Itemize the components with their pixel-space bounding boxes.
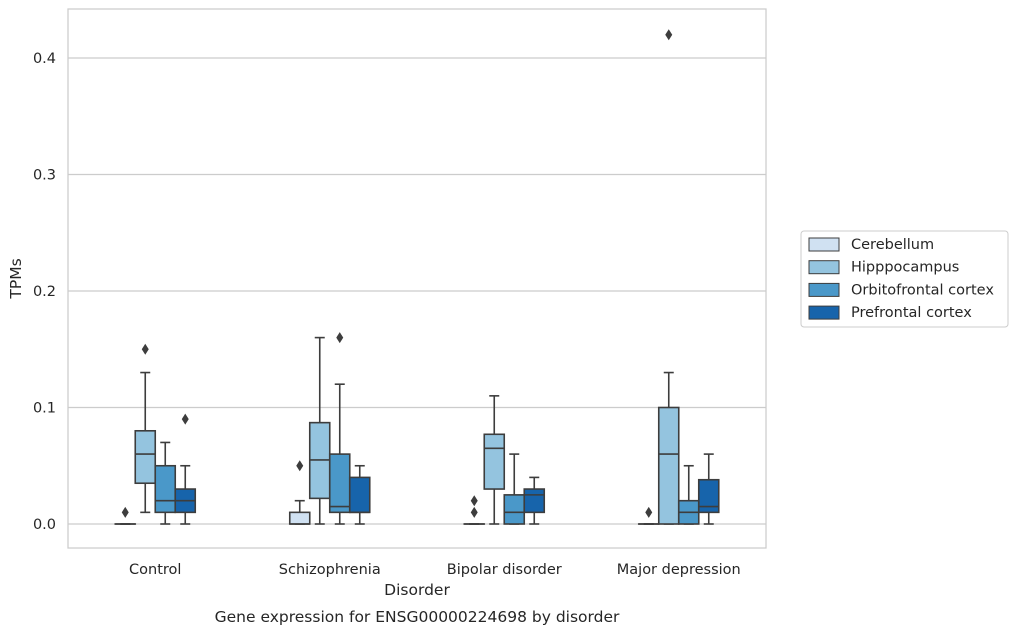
box-plot-series	[114, 29, 720, 525]
outlier-point	[121, 506, 129, 518]
legend: Cerebellum Hipppocampus Orbitofrontal cort…	[800, 230, 1009, 328]
legend-entry-label: Orbitofrontal cortex	[851, 282, 994, 298]
outlier-point	[665, 29, 673, 41]
x-axis-label: Disorder	[384, 581, 450, 599]
legend-swatch	[808, 237, 840, 252]
box-plot-box	[523, 476, 546, 525]
y-tick-label: 0.3	[33, 168, 56, 184]
legend-frame	[800, 230, 1009, 328]
x-tick-label: Schizophrenia	[279, 562, 381, 578]
box-plot-box	[174, 413, 197, 525]
box-plot-box	[657, 29, 680, 525]
y-axis-ticks: 0.0 0.1 0.2 0.3 0.4	[33, 51, 56, 533]
box-plot-box	[308, 336, 331, 525]
box-plot-box	[697, 453, 720, 525]
box-iqr	[348, 476, 371, 514]
outlier-point	[470, 506, 478, 518]
x-tick-label: Control	[129, 562, 181, 578]
box-iqr	[657, 406, 680, 525]
box-plot-box	[154, 441, 177, 525]
outlier-point	[645, 506, 653, 518]
y-tick-label: 0.2	[33, 284, 56, 300]
box-plot-box	[328, 332, 351, 525]
outlier-point	[470, 495, 478, 507]
box-plot-box	[483, 395, 506, 525]
box-iqr	[523, 488, 546, 514]
figure-caption: Gene expression for ENSG00000224698 by d…	[215, 608, 620, 626]
legend-entry-label: Hipppocampus	[851, 260, 959, 276]
box-iqr	[134, 429, 157, 485]
box-plot-box	[503, 453, 526, 525]
outlier-point	[296, 460, 304, 472]
box-iqr	[154, 464, 177, 514]
box-plot-box	[134, 343, 157, 514]
box-plot-box	[348, 464, 371, 525]
box-iqr	[697, 478, 720, 514]
box-iqr	[483, 433, 506, 490]
plot-frame	[67, 8, 767, 549]
legend-entry-label: Prefrontal cortex	[851, 305, 972, 321]
x-tick-label: Major depression	[617, 562, 741, 578]
box-iqr	[503, 494, 526, 525]
legend-entry-label: Cerebellum	[851, 237, 934, 253]
x-tick-label: Bipolar disorder	[447, 562, 562, 578]
outlier-point	[336, 332, 344, 344]
y-tick-label: 0.1	[33, 401, 56, 417]
box-plot-box	[637, 506, 660, 525]
legend-swatch	[808, 282, 840, 297]
outlier-point	[141, 343, 149, 355]
box-plot-box	[677, 464, 700, 525]
y-tick-label: 0.4	[33, 51, 56, 67]
outlier-point	[181, 413, 189, 425]
box-plot-box	[463, 495, 486, 525]
box-iqr	[328, 453, 351, 514]
y-tick-label: 0.0	[33, 517, 56, 533]
legend-swatch	[808, 305, 840, 320]
box-iqr	[288, 511, 311, 525]
x-axis-ticks: Control Schizophrenia Bipolar disorder Majo…	[129, 562, 741, 578]
box-plot-box	[114, 506, 137, 525]
box-plot-box	[288, 460, 311, 525]
legend-swatch	[808, 260, 840, 275]
y-axis-label: TPMs	[7, 258, 25, 299]
